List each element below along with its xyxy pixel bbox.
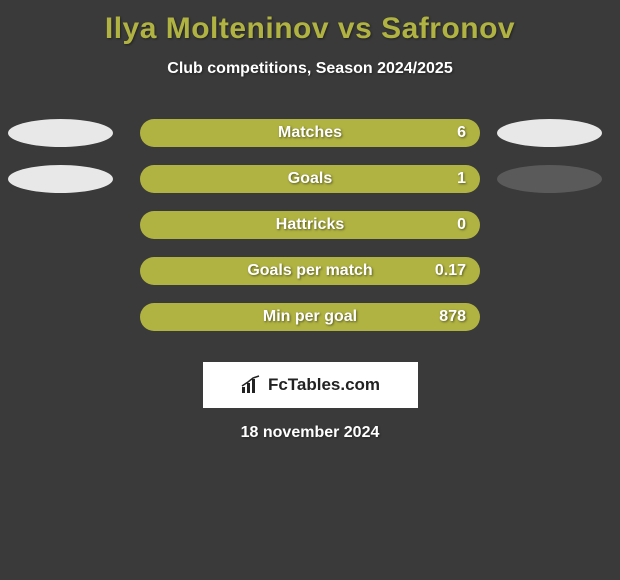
stat-row: Goals 1 [0,156,620,202]
left-ellipse [8,165,113,193]
stat-value: 0 [457,216,466,234]
right-ellipse [497,165,602,193]
stat-bar: Min per goal 878 [140,303,480,331]
stat-value: 6 [457,124,466,142]
stat-label: Hattricks [276,216,344,234]
stat-label: Goals per match [247,262,372,280]
stat-bar: Goals per match 0.17 [140,257,480,285]
right-ellipse [497,119,602,147]
stat-bar: Goals 1 [140,165,480,193]
stats-chart: Matches 6 Goals 1 Hattricks 0 Goals per match 0… [0,110,620,340]
stat-value: 1 [457,170,466,188]
comparison-infographic: Ilya Molteninov vs Safronov Club competi… [0,0,620,442]
stat-value: 878 [439,308,466,326]
stat-label: Matches [278,124,342,142]
page-title: Ilya Molteninov vs Safronov [105,12,515,46]
bar-chart-icon [240,375,262,395]
stat-label: Min per goal [263,308,357,326]
stat-label: Goals [288,170,332,188]
stat-row: Hattricks 0 [0,202,620,248]
stat-row: Matches 6 [0,110,620,156]
subtitle: Club competitions, Season 2024/2025 [167,60,452,78]
logo-text: FcTables.com [268,375,380,395]
stat-value: 0.17 [435,262,466,280]
stat-row: Goals per match 0.17 [0,248,620,294]
date-text: 18 november 2024 [241,424,380,442]
stat-bar: Hattricks 0 [140,211,480,239]
logo-box: FcTables.com [203,362,418,408]
stat-row: Min per goal 878 [0,294,620,340]
left-ellipse [8,119,113,147]
stat-bar: Matches 6 [140,119,480,147]
